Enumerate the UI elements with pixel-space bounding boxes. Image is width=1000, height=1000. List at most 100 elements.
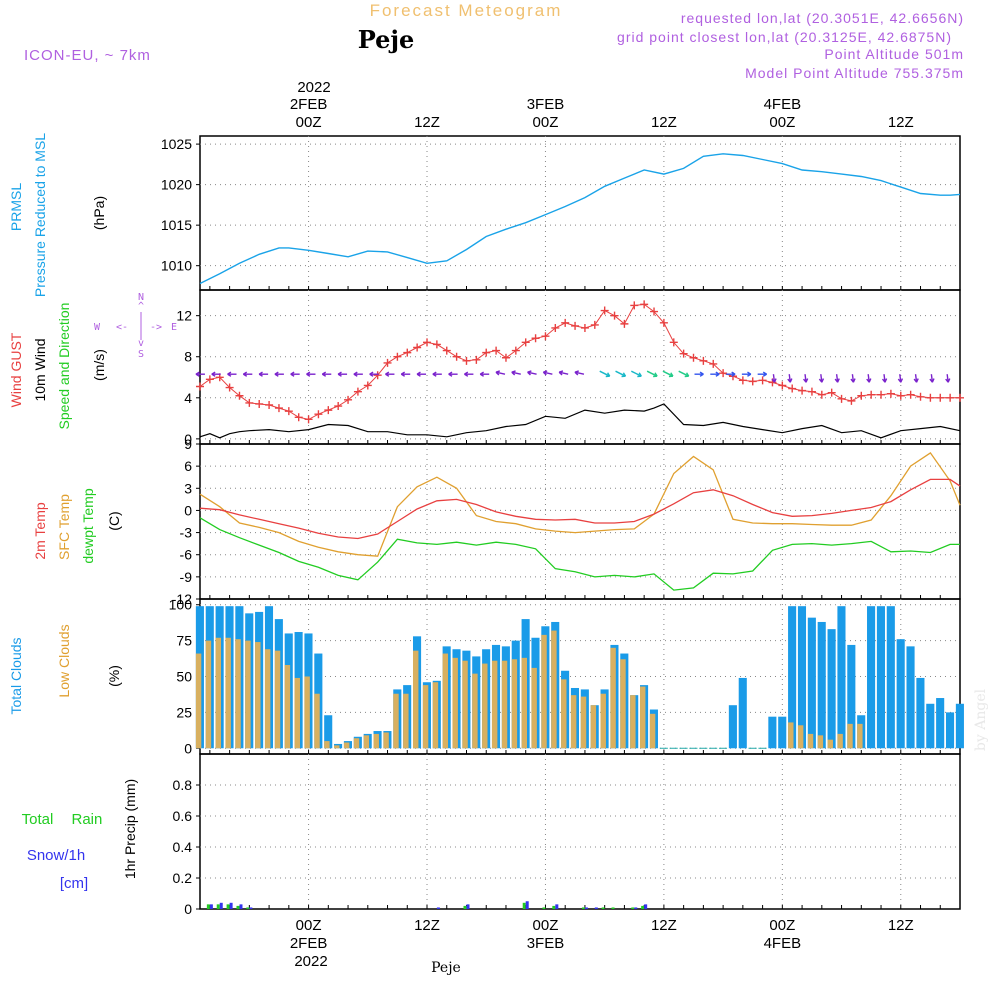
wind-gust-marker [936,393,945,402]
total-cloud-bar [768,716,777,749]
pressure-ytick-label-1: 1015 [161,217,192,233]
compass-up: ^ [138,301,144,312]
bottom-year-label: 2022 [294,953,327,970]
wind-gust-marker [492,346,501,355]
wind-direction-arrow [527,371,537,375]
pressure-panel-labels: PRMSL Pressure Reduced to MSL (hPa) [8,133,107,297]
wind-gust-marker [571,321,580,330]
total-cloud-bar [797,606,807,749]
low-cloud-bar [304,676,310,749]
rain-bar [552,905,556,909]
snow-bar [634,907,638,909]
low-cloud-bar [620,659,626,749]
wind-gust-marker [452,352,461,361]
wind-gust-line [199,303,960,420]
snow-bar [436,907,440,909]
top-hour-label-1: 12Z [414,114,440,131]
total-clouds-label: Total Clouds [8,637,24,714]
wind-gust-marker [265,400,274,409]
total-cloud-bar [926,703,935,749]
snow-bar [555,904,559,909]
wind-direction-arrowhead [637,372,642,378]
rain-bar [631,907,635,909]
wind-gust-marker [807,387,816,396]
wind-direction-arrowhead [834,378,840,383]
precip-panel: 0.8 0.6 0.4 0.2 0 [173,753,961,917]
low-cloud-bar [284,665,291,749]
top-day-label-2: 4FEB [764,96,802,113]
pressure-panel: 1010 1015 1020 1025 [161,135,961,291]
wind-direction-arrow [646,370,658,377]
location-title: Peje [358,25,415,54]
low-cloud-bar [837,733,843,749]
wind-direction-arrowhead [416,371,421,377]
wind-gust-marker [344,395,353,404]
wind-direction-arrowhead [511,370,516,376]
pressure-ytick-label-3: 1025 [161,136,192,152]
low-cloud-bar [403,693,409,749]
low-cloud-bar [847,723,853,749]
wind-direction-arrow [662,370,674,377]
rain-bar [641,905,645,909]
wind-direction-arrowhead [242,371,248,377]
bottom-day-label-2: 4FEB [764,935,802,952]
wind-direction-arrowhead [684,372,690,378]
wind-direction-arrow [495,371,506,375]
wind-gust-marker [442,346,451,355]
snow-bar [219,902,223,909]
low-cloud-bar [264,649,271,749]
wind-gust-marker [225,383,234,392]
rain-bar [216,904,220,909]
wind-gust-marker [659,318,668,327]
wind-gust-marker [748,377,757,386]
precip-unit: 1hr Precip (mm) [122,779,138,879]
wind-direction-arrowhead [881,378,888,383]
low-cloud-bar [383,732,389,749]
pressure-label-prmsl: PRMSL [8,183,24,231]
total-cloud-bar [876,606,885,749]
wind-direction-arrowhead [195,371,200,377]
snow-bar [249,907,253,909]
wind-direction-arrowhead [274,371,279,377]
low-cloud-bar [491,660,498,749]
wind-direction-arrowhead [850,378,856,383]
temp-dew-line [199,517,960,591]
top-day-label-0: 2FEB [290,96,328,113]
rain-bar [236,905,240,909]
total-cloud-bar [827,629,836,749]
top-hour-label-4: 00Z [769,114,795,131]
wind-gust-marker [886,389,895,398]
wind-direction-arrow [543,371,553,375]
wind-direction-arrowhead [306,371,311,377]
low-cloud-bar [225,637,231,749]
wind-frame [199,289,961,445]
compass-down: v [138,338,144,349]
top-hour-label-5: 12Z [888,114,914,131]
temp-panel-labels: 2m Temp SFC Temp dewpt Temp (C) [32,488,122,563]
top-hour-label-0: 00Z [296,114,322,131]
low-cloud-bar [294,677,300,749]
clouds-ytick-label-4: 0 [184,740,192,756]
low-cloud-bar [412,650,419,749]
low-cloud-bar [827,739,833,749]
wind-direction-arrowhead [542,370,548,376]
model-label: ICON-EU, ~ 7km [24,47,151,64]
low-cloud-bar [472,673,478,749]
wind-gust-marker [304,415,313,424]
temp-ytick-label-0: 9 [184,436,192,452]
wind-direction-arrowhead [385,371,390,377]
snow-label: Snow/1h [27,847,85,864]
snow-unit-label: [cm] [60,875,88,892]
compass-e: E [171,322,177,333]
wind-gust-marker [857,391,866,400]
low-cloud-bar [521,657,527,749]
wind-gust-marker [235,391,244,400]
wind-direction-arrowhead [731,371,736,377]
low-cloud-bar [422,685,429,749]
low-cloud-bar [649,713,656,749]
low-cloud-bar [452,657,458,749]
precip-panel-labels: Total Rain Snow/1h [cm] 1hr Precip (mm) [22,779,138,892]
precip-frame [199,753,961,910]
wind-direction-arrowhead [258,371,263,377]
low-cloud-bar [541,634,547,749]
